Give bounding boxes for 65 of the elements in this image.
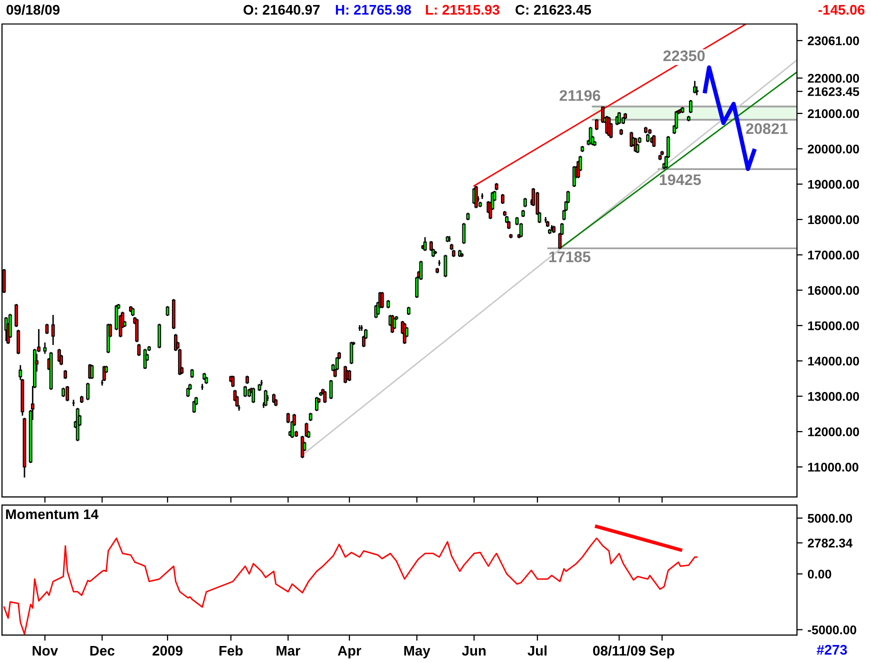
text: 09/18/09: [6, 4, 60, 15]
candlestick: [688, 99, 692, 114]
candlestick: [523, 197, 527, 208]
ref-line-label: 17185: [549, 251, 590, 262]
x-tick-label: May: [404, 646, 430, 658]
candlestick: [62, 387, 66, 398]
y-tick-label: 2782.34: [808, 538, 852, 548]
candlestick: [500, 193, 504, 205]
y-tick-label: 23061.00: [808, 36, 860, 46]
candlestick: [594, 118, 598, 131]
y-tick-label: 21000.00: [808, 109, 860, 118]
text: -145.06: [818, 4, 865, 15]
candlestick: [66, 385, 70, 402]
x-tick-label: Mar: [276, 646, 300, 656]
candlestick: [693, 80, 696, 94]
candlestick: [192, 400, 196, 414]
chart-title: Momentum 14: [6, 509, 98, 520]
x-tick-label: Sep: [650, 646, 674, 658]
candlestick: [16, 329, 20, 355]
y-tick-label: 14000.00: [808, 356, 860, 366]
candlestick: [51, 314, 55, 346]
x-tick-label: Jun: [462, 646, 486, 656]
candlestick: [14, 303, 18, 328]
x-tick-label: Jul: [528, 645, 546, 656]
candlestick: [166, 305, 170, 317]
y-tick-label: 20000.00: [808, 144, 860, 154]
y-tick-label: 13000.00: [808, 392, 860, 401]
y-tick-label: 12000.00: [808, 427, 860, 436]
y-tick-label: 22000.00: [808, 74, 860, 83]
ref-line-label: 21196: [560, 90, 600, 101]
y-tick-label: 15000.00: [808, 321, 860, 330]
y-tick-label: 21623.45: [808, 87, 860, 96]
candlestick: [43, 342, 47, 355]
text: O: 21640.97: [244, 4, 320, 15]
candlestick: [86, 382, 90, 401]
x-tick-label: Feb: [219, 645, 243, 656]
candlestick: [243, 385, 247, 398]
text: #273: [816, 644, 847, 655]
candlestick: [348, 369, 352, 382]
y-tick-label: -5000.00: [808, 625, 856, 634]
y-tick-label: 16000.00: [808, 286, 860, 295]
candlestick: [90, 364, 94, 380]
annotation: 22350: [663, 50, 705, 62]
y-tick-label: 5000.00: [808, 514, 852, 523]
y-tick-label: 18000.00: [808, 215, 860, 224]
candlestick: [617, 111, 621, 125]
ref-line-label: 19425: [660, 174, 701, 186]
text: L: 21515.93: [426, 4, 500, 15]
x-tick-label: 2009: [152, 646, 182, 656]
candlestick: [137, 343, 141, 357]
y-tick-label: 11000.00: [808, 462, 858, 472]
line-series: [3, 538, 698, 635]
x-tick-label: 08/11/09: [593, 645, 646, 656]
y-tick-label: 19000.00: [808, 180, 860, 189]
text: C: 21623.45: [516, 4, 592, 15]
x-tick-label: Dec: [90, 646, 114, 656]
x-tick-label: Apr: [338, 646, 362, 658]
candlestick: [158, 323, 162, 349]
ref-line-label: 20821: [746, 123, 788, 134]
x-tick-label: Nov: [32, 646, 58, 656]
y-tick-label: 0.00: [808, 570, 832, 579]
candlestick: [323, 390, 327, 404]
y-tick-label: 17000.00: [808, 250, 860, 260]
text: H: 21765.98: [336, 4, 412, 15]
candlestick: [462, 222, 466, 245]
